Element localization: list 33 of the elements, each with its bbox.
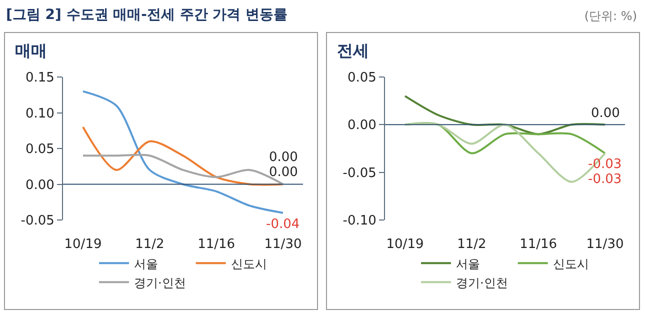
x-tick-label: 11/2 bbox=[457, 237, 486, 252]
data-label: -0.03 bbox=[588, 172, 622, 187]
legend-label: 신도시 bbox=[552, 256, 589, 271]
y-tick-label: 0.00 bbox=[25, 178, 54, 193]
y-tick-label: -0.10 bbox=[342, 214, 376, 229]
y-tick-label: -0.05 bbox=[342, 166, 376, 181]
y-tick-label: 0.00 bbox=[347, 118, 376, 134]
legend-label: 신도시 bbox=[230, 256, 267, 271]
y-tick-label: -0.05 bbox=[20, 214, 54, 229]
x-tick-label: 10/19 bbox=[64, 237, 102, 252]
legend-label: 경기·인천 bbox=[134, 276, 186, 290]
legend-label: 경기·인천 bbox=[456, 276, 508, 290]
text: [그림 2] 수도권 매매-전세 주간 가격 변동률 bbox=[6, 6, 288, 24]
data-label: -0.04 bbox=[266, 217, 300, 232]
data-label: 0.00 bbox=[269, 165, 298, 180]
y-tick-label: 0.05 bbox=[25, 142, 54, 158]
x-tick-label: 10/19 bbox=[386, 237, 424, 252]
y-tick-label: 0.05 bbox=[347, 70, 376, 86]
text: (단위: %) bbox=[584, 8, 637, 25]
y-tick-label: 0.10 bbox=[25, 106, 54, 122]
legend-label: 서울 bbox=[134, 256, 158, 271]
x-tick-label: 11/2 bbox=[135, 237, 164, 252]
legend-label: 서울 bbox=[456, 256, 480, 271]
x-tick-label: 11/16 bbox=[520, 237, 558, 252]
data-label: -0.03 bbox=[588, 157, 622, 172]
x-tick-label: 11/30 bbox=[264, 237, 302, 252]
chart-title: 전세 bbox=[337, 41, 369, 62]
data-label: 0.00 bbox=[591, 106, 620, 121]
data-label: 0.00 bbox=[269, 150, 298, 165]
y-tick-label: 0.15 bbox=[25, 70, 54, 86]
chart-title: 매매 bbox=[15, 41, 47, 62]
x-tick-label: 11/16 bbox=[198, 237, 236, 252]
x-tick-label: 11/30 bbox=[586, 237, 624, 252]
